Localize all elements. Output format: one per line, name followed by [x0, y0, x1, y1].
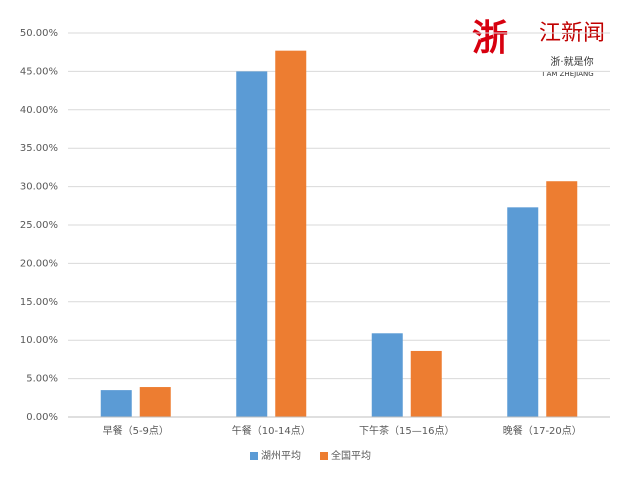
bar	[139, 387, 171, 417]
y-tick-label: 0.00%	[26, 412, 58, 423]
y-tick-label: 5.00%	[26, 374, 58, 385]
y-tick-label: 40.00%	[20, 105, 58, 116]
logo-mark: 浙	[472, 18, 508, 59]
y-tick-label: 20.00%	[20, 258, 58, 269]
bar	[546, 181, 578, 417]
x-tick-label: 早餐（5-9点）	[103, 424, 169, 437]
bar	[100, 390, 132, 417]
y-tick-label: 15.00%	[20, 297, 58, 308]
legend-label: 全国平均	[331, 449, 371, 462]
logo-slogan: 浙·就是你	[550, 55, 593, 68]
logo-tagline: I AM ZHEJIANG	[542, 70, 593, 78]
y-tick-label: 25.00%	[20, 220, 58, 231]
legend-label: 湖州平均	[261, 450, 301, 462]
bar	[371, 333, 403, 417]
y-tick-label: 30.00%	[20, 182, 58, 193]
y-tick-label: 50.00%	[20, 28, 58, 39]
x-tick-label: 午餐（10-14点）	[232, 424, 311, 437]
x-tick-label: 下午茶（15—16点）	[359, 424, 454, 437]
bar	[410, 350, 442, 417]
y-tick-label: 10.00%	[20, 335, 58, 346]
bar	[507, 207, 539, 417]
bar	[275, 50, 307, 417]
legend-swatch	[320, 452, 328, 460]
bar	[236, 71, 268, 418]
y-tick-label: 45.00%	[20, 66, 58, 77]
x-tick-label: 晚餐（17-20点）	[503, 424, 582, 437]
legend-swatch	[250, 452, 258, 460]
y-tick-label: 35.00%	[20, 143, 58, 154]
